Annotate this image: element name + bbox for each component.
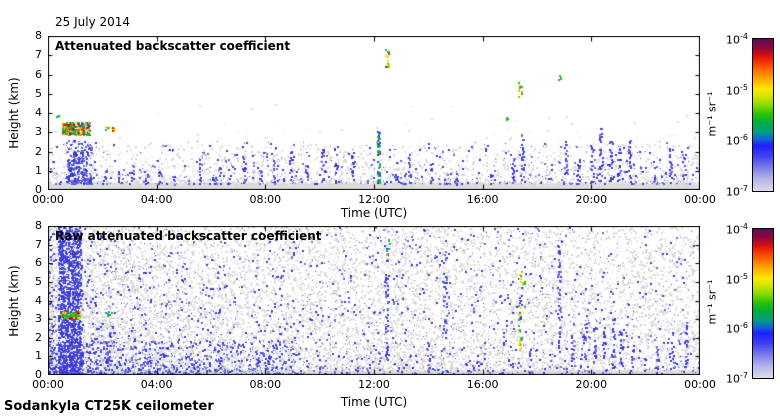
top-colorbar-tick-label: 10-7 bbox=[726, 184, 748, 199]
bottom-colorbar-tick-label: 10-4 bbox=[726, 222, 748, 237]
top-y-tick-label: 0 bbox=[35, 183, 42, 196]
top-x-tick-label: 00:00 bbox=[32, 193, 64, 206]
top-plot-canvas bbox=[48, 36, 700, 190]
bottom-x-tick-label: 00:00 bbox=[684, 378, 716, 391]
bottom-x-tick-label: 12:00 bbox=[358, 378, 390, 391]
bottom-y-tick-label: 5 bbox=[35, 274, 42, 288]
top-plot-xlabel: Time (UTC) bbox=[340, 206, 408, 220]
bottom-colorbar-tick-label: 10-7 bbox=[726, 371, 748, 386]
bottom-x-tick-label: 00:00 bbox=[32, 378, 64, 391]
top-x-tick-label: 16:00 bbox=[466, 193, 499, 206]
top-y-tick-label: 1 bbox=[35, 163, 42, 177]
top-y-tick-label: 7 bbox=[35, 48, 42, 62]
bottom-colorbar bbox=[752, 228, 774, 379]
top-y-tick-label: 2 bbox=[35, 144, 42, 158]
bottom-plot-canvas bbox=[48, 226, 700, 375]
bottom-y-tick-label: 4 bbox=[35, 293, 42, 307]
top-y-tick-label: 6 bbox=[35, 67, 42, 81]
bottom-y-tick-label: 7 bbox=[35, 237, 42, 251]
bottom-colorbar-tick-label: 10-6 bbox=[726, 321, 748, 336]
bottom-y-tick-label: 3 bbox=[35, 312, 42, 326]
top-x-tick-label: 20:00 bbox=[575, 193, 608, 206]
bottom-x-tick-label: 08:00 bbox=[249, 378, 282, 391]
top-x-tick-label: 04:00 bbox=[140, 193, 173, 206]
top-colorbar-tick-label: 10-5 bbox=[726, 82, 748, 98]
bottom-y-tick-label: 1 bbox=[35, 349, 42, 363]
bottom-y-tick-label: 6 bbox=[35, 256, 42, 270]
top-y-tick-label: 5 bbox=[35, 86, 42, 100]
top-colorbar-tick-label: 10-4 bbox=[726, 32, 748, 47]
bottom-plot-title: Raw attenuated backscatter coefficient bbox=[55, 229, 322, 243]
top-colorbar bbox=[752, 38, 774, 192]
bottom-y-tick-label: 2 bbox=[35, 330, 42, 344]
bottom-y-tick-label: 8 bbox=[35, 219, 42, 232]
date-label: 25 July 2014 bbox=[55, 15, 131, 29]
top-x-tick-label: 00:00 bbox=[684, 193, 716, 206]
top-x-tick-label: 08:00 bbox=[249, 193, 282, 206]
bottom-x-tick-label: 04:00 bbox=[140, 378, 173, 391]
bottom-x-tick-label: 20:00 bbox=[575, 378, 608, 391]
top-y-tick-label: 8 bbox=[35, 29, 42, 42]
bottom-plot-xlabel: Time (UTC) bbox=[340, 395, 408, 409]
top-y-tick-label: 4 bbox=[35, 106, 42, 119]
bottom-colorbar-tick-label: 10-5 bbox=[726, 271, 748, 287]
top-colorbar-tick-label: 10-6 bbox=[726, 133, 748, 148]
top-x-tick-label: 12:00 bbox=[358, 193, 390, 206]
bottom-x-tick-label: 16:00 bbox=[466, 378, 499, 391]
top-y-tick-label: 3 bbox=[35, 125, 42, 139]
top-plot-title: Attenuated backscatter coefficient bbox=[55, 39, 291, 53]
instrument-label: Sodankyla CT25K ceilometer bbox=[4, 399, 214, 414]
bottom-y-tick-label: 0 bbox=[35, 368, 42, 381]
